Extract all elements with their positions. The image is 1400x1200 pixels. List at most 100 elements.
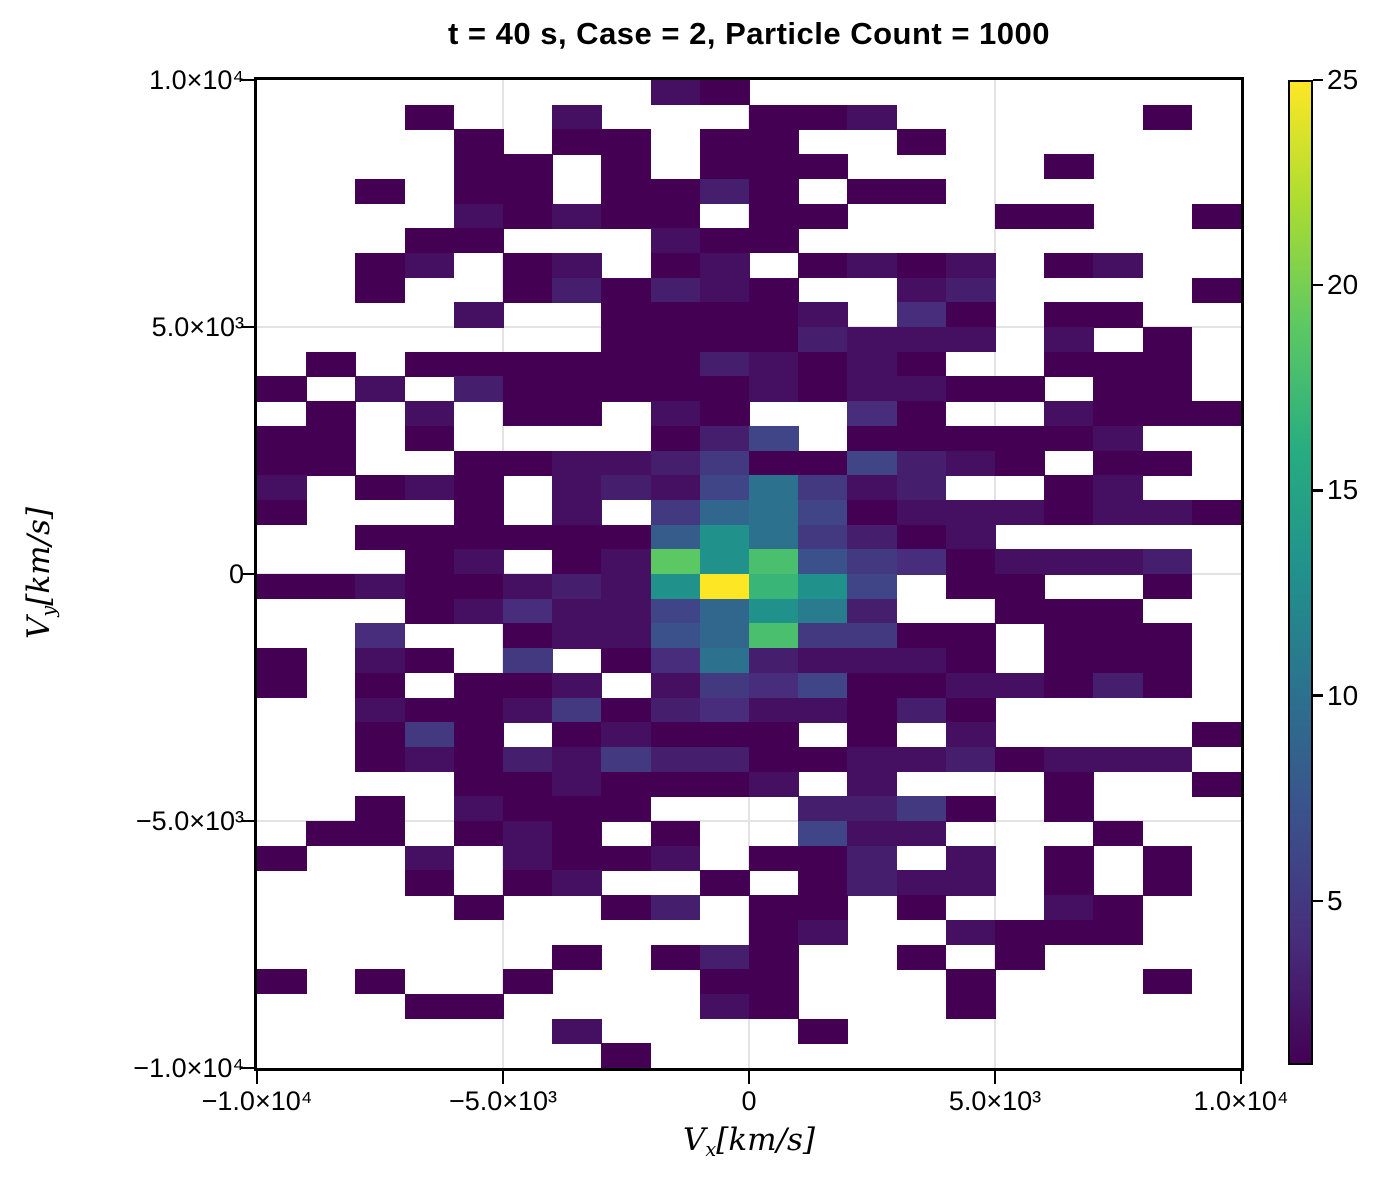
heatmap-cell: [1093, 252, 1144, 279]
heatmap-cell: [453, 475, 504, 501]
heatmap-cell: [257, 499, 307, 526]
heatmap-cell: [896, 796, 947, 822]
heatmap-cell: [749, 277, 799, 303]
heatmap-cell: [847, 425, 898, 452]
heatmap-cell: [453, 746, 504, 773]
heatmap-cell: [1142, 450, 1193, 476]
heatmap-cell: [650, 746, 701, 773]
heatmap-cell: [1044, 648, 1094, 674]
heatmap-cell: [945, 277, 996, 303]
y-tick-label: −1.0×10⁴: [133, 1053, 244, 1083]
heatmap-cell: [601, 351, 652, 377]
heatmap-cell: [896, 524, 947, 550]
heatmap-cell: [896, 499, 947, 526]
heatmap-cell: [453, 895, 504, 921]
heatmap-cell: [1044, 771, 1094, 797]
heatmap-cell: [1093, 351, 1144, 377]
heatmap-cell: [650, 623, 701, 649]
heatmap-cell: [896, 351, 947, 377]
heatmap-cell: [749, 376, 799, 402]
heatmap-cell: [699, 549, 750, 575]
x-axis-unit: [km/s]: [716, 1122, 815, 1158]
heatmap-cell: [945, 919, 996, 946]
heatmap-cell: [1142, 870, 1193, 896]
heatmap-cell: [1093, 672, 1144, 699]
heatmap-cell: [306, 401, 356, 427]
heatmap-cell: [404, 598, 455, 624]
heatmap-cell: [798, 1018, 848, 1044]
heatmap-cell: [896, 895, 947, 921]
heatmap-cell: [749, 648, 799, 674]
y-gridline: [257, 820, 1241, 822]
heatmap-cell: [699, 969, 750, 995]
heatmap-cell: [798, 870, 848, 896]
x-axis-variable: V: [683, 1122, 706, 1158]
heatmap-cell: [945, 623, 996, 649]
heatmap-cell: [798, 499, 848, 526]
heatmap-cell: [453, 376, 504, 402]
heatmap-cell: [798, 623, 848, 649]
heatmap-cell: [847, 574, 898, 600]
heatmap-cell: [995, 746, 1045, 773]
heatmap-cell: [552, 870, 602, 896]
heatmap-cell: [552, 623, 602, 649]
heatmap-cell: [601, 524, 652, 550]
heatmap-cell: [749, 845, 799, 871]
heatmap-cell: [601, 450, 652, 476]
heatmap-cell: [552, 104, 602, 130]
heatmap-cell: [552, 524, 602, 550]
heatmap-cell: [552, 203, 602, 229]
heatmap-cell: [945, 252, 996, 279]
heatmap-cell: [650, 178, 701, 205]
heatmap-cell: [306, 821, 356, 847]
heatmap-cell: [601, 623, 652, 649]
heatmap-cell: [847, 475, 898, 501]
heatmap-cell: [699, 697, 750, 723]
heatmap-cell: [699, 277, 750, 303]
heatmap-cell: [945, 969, 996, 995]
heatmap-cell: [1142, 376, 1193, 402]
heatmap-cell: [798, 450, 848, 476]
heatmap-cell: [404, 697, 455, 723]
heatmap-cell: [847, 598, 898, 624]
colorbar-tick-mark: [1313, 78, 1323, 82]
heatmap-cell: [896, 475, 947, 501]
heatmap-cell: [552, 252, 602, 279]
heatmap-cell: [306, 574, 356, 600]
heatmap-cell: [601, 895, 652, 921]
heatmap-cell: [749, 129, 799, 155]
y-tick-mark: [241, 78, 254, 82]
heatmap-cell: [749, 895, 799, 921]
heatmap-cell: [453, 598, 504, 624]
heatmap-cell: [650, 598, 701, 624]
heatmap-cell: [1044, 623, 1094, 649]
heatmap-cell: [552, 450, 602, 476]
heatmap-cell: [749, 944, 799, 970]
heatmap-cell: [503, 746, 553, 773]
heatmap-cell: [257, 845, 307, 871]
heatmap-cell: [355, 722, 406, 748]
heatmap-cell: [552, 401, 602, 427]
heatmap-cell: [896, 277, 947, 303]
heatmap-cell: [601, 129, 652, 155]
heatmap-cell: [453, 549, 504, 575]
heatmap-cell: [896, 450, 947, 476]
heatmap-cell: [749, 993, 799, 1020]
heatmap-cell: [503, 771, 553, 797]
heatmap-cell: [798, 252, 848, 279]
x-tick-mark: [1239, 1071, 1243, 1084]
heatmap-cell: [355, 277, 406, 303]
heatmap-cell: [1142, 574, 1193, 600]
heatmap-cell: [601, 697, 652, 723]
heatmap-cell: [503, 648, 553, 674]
heatmap-cell: [798, 475, 848, 501]
heatmap-cell: [650, 351, 701, 377]
heatmap-cell: [552, 475, 602, 501]
heatmap-cell: [552, 796, 602, 822]
heatmap-cell: [896, 549, 947, 575]
heatmap-cell: [552, 376, 602, 402]
heatmap-cell: [749, 450, 799, 476]
heatmap-cell: [257, 425, 307, 452]
heatmap-cell: [945, 450, 996, 476]
